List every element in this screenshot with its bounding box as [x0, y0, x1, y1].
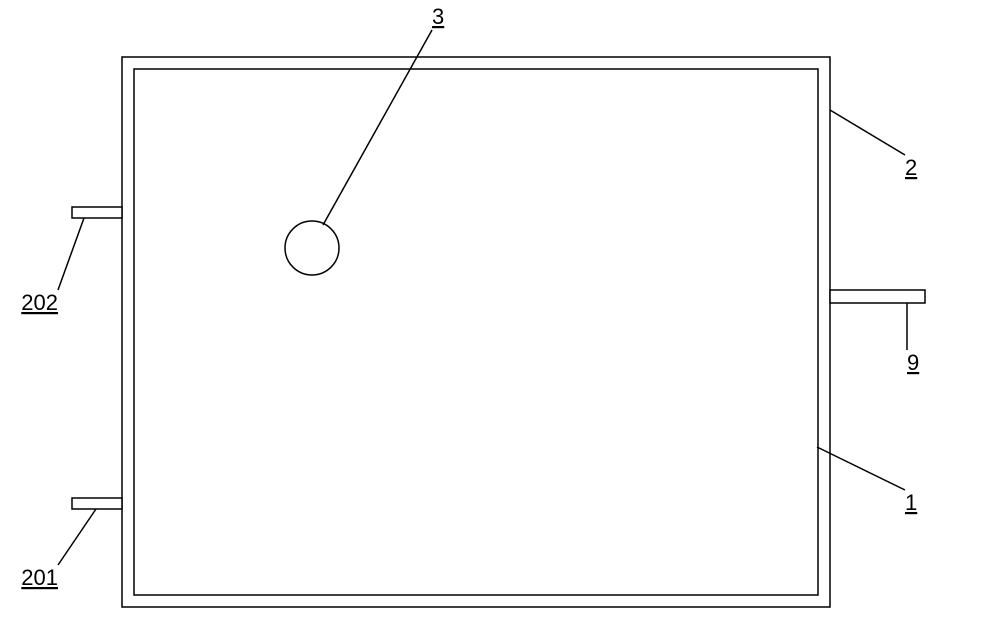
leader-line-202	[58, 218, 84, 290]
port-left_lower	[72, 498, 122, 509]
port-right_mid	[830, 290, 925, 303]
label-9: 9	[907, 350, 919, 375]
outer-wall-rect	[122, 57, 830, 607]
leader-line-201	[58, 509, 96, 565]
port-left_upper	[72, 207, 122, 218]
leader-line-3	[323, 30, 432, 225]
label-202: 202	[21, 290, 58, 315]
center-circle	[285, 221, 339, 275]
leader-line-2	[830, 110, 905, 155]
inner-wall-rect	[134, 69, 818, 595]
label-201: 201	[21, 565, 58, 590]
label-2: 2	[905, 155, 917, 180]
label-3: 3	[432, 4, 444, 29]
label-1: 1	[905, 490, 917, 515]
